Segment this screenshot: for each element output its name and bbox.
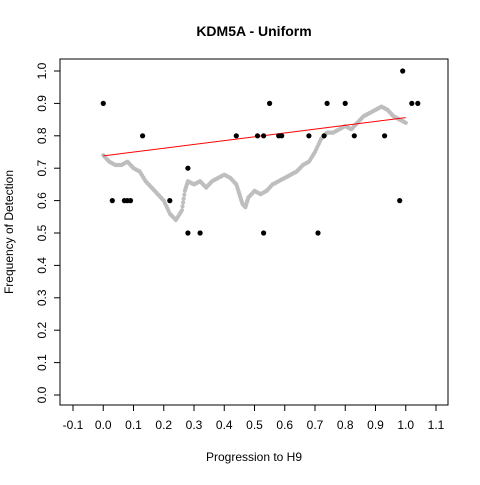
x-tick-label: 0.5: [246, 418, 263, 432]
x-tick-label: 0.2: [155, 418, 172, 432]
x-tick-label: 0.9: [367, 418, 384, 432]
observed-point: [167, 198, 173, 204]
observed-point: [400, 68, 406, 74]
observed-point: [185, 230, 191, 236]
observed-point: [397, 198, 403, 204]
observed-point: [140, 133, 146, 139]
y-tick-label: 0.3: [35, 289, 49, 306]
y-tick-label: 0.0: [35, 386, 49, 403]
x-tick-label: 0.3: [186, 418, 203, 432]
observed-point: [109, 198, 115, 204]
y-tick-label: 0.6: [35, 192, 49, 209]
smoothed-series: [101, 104, 408, 223]
y-axis: 0.0 0.1 0.2 0.3 0.4 0.5 0.6 0.7 0.8 0.9 1.0: [35, 62, 61, 403]
observed-point: [315, 230, 321, 236]
observed-point: [279, 133, 285, 139]
observed-point: [324, 100, 330, 106]
y-tick-label: 0.1: [35, 354, 49, 371]
smoothed-point: [403, 120, 408, 125]
fit-series: [103, 117, 406, 157]
observed-point: [409, 100, 415, 106]
observed-point: [415, 100, 421, 106]
observed-point: [306, 133, 312, 139]
y-tick-label: 0.5: [35, 224, 49, 241]
x-axis: -0.1 0.0 0.1 0.2 0.3 0.4 0.5 0.6 0.7 0.8 0.9 1.0 1.1: [63, 404, 445, 432]
y-tick-label: 0.9: [35, 95, 49, 112]
observed-point: [267, 100, 273, 106]
smoothed-point: [181, 200, 186, 205]
observed-point: [254, 133, 261, 139]
x-tick-label: 0.8: [337, 418, 354, 432]
smoothed-point: [181, 196, 186, 201]
y-tick-label: 0.4: [35, 257, 49, 274]
smoothed-point: [182, 192, 187, 197]
smoothed-point: [179, 208, 184, 213]
observed-point: [351, 133, 357, 139]
y-tick-label: 0.7: [35, 160, 49, 177]
y-tick-label: 1.0: [35, 62, 49, 79]
observed-series: [100, 68, 421, 236]
x-tick-label: 0.4: [216, 418, 233, 432]
y-tick-label: 0.8: [35, 127, 49, 144]
observed-point: [185, 165, 191, 171]
x-tick-label: 0.1: [125, 418, 142, 432]
observed-point: [197, 230, 203, 236]
observed-point: [233, 133, 239, 139]
observed-point: [382, 133, 388, 139]
fit-line: [103, 117, 406, 157]
x-tick-label: 0.6: [276, 418, 293, 432]
x-axis-label: Progression to H9: [206, 450, 302, 464]
y-tick-label: 0.2: [35, 322, 49, 339]
x-tick-label: 1.0: [397, 418, 414, 432]
observed-point: [261, 230, 267, 236]
observed-point: [100, 100, 106, 106]
observed-point: [261, 133, 267, 139]
observed-point: [342, 100, 348, 106]
x-tick-label: 1.1: [428, 418, 445, 432]
smoothed-point: [180, 204, 185, 209]
y-axis-label: Frequency of Detection: [2, 170, 16, 294]
x-tick-label: -0.1: [63, 418, 84, 432]
x-tick-label: 0.0: [95, 418, 112, 432]
chart-title: KDM5A - Uniform: [196, 23, 311, 39]
observed-point: [127, 198, 134, 204]
observed-point: [321, 133, 327, 139]
x-tick-label: 0.7: [307, 418, 324, 432]
